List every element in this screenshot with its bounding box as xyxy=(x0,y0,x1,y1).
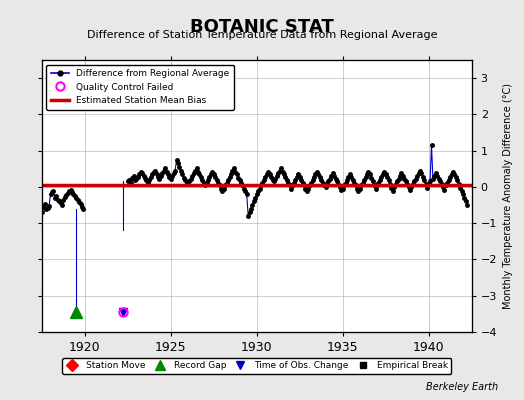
Text: Difference of Station Temperature Data from Regional Average: Difference of Station Temperature Data f… xyxy=(87,30,437,40)
Text: BOTANIC STAT: BOTANIC STAT xyxy=(190,18,334,36)
Legend: Station Move, Record Gap, Time of Obs. Change, Empirical Break: Station Move, Record Gap, Time of Obs. C… xyxy=(62,358,452,374)
Text: Berkeley Earth: Berkeley Earth xyxy=(425,382,498,392)
Y-axis label: Monthly Temperature Anomaly Difference (°C): Monthly Temperature Anomaly Difference (… xyxy=(503,83,512,309)
Legend: Difference from Regional Average, Quality Control Failed, Estimated Station Mean: Difference from Regional Average, Qualit… xyxy=(47,64,234,110)
